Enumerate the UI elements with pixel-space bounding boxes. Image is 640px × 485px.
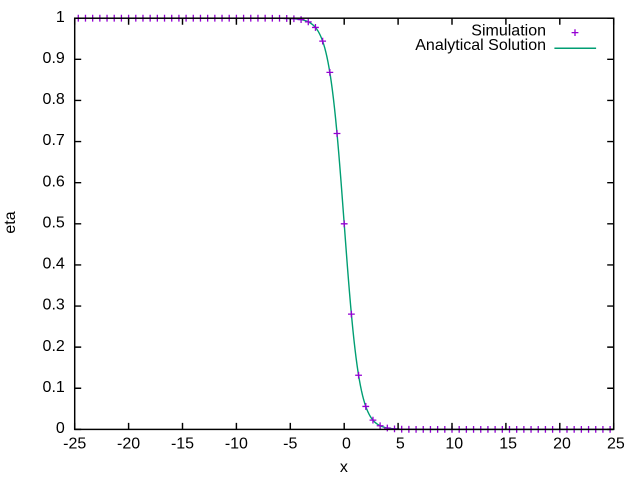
svg-text:-20: -20	[117, 435, 140, 452]
svg-text:-15: -15	[171, 435, 194, 452]
svg-text:0.7: 0.7	[43, 132, 65, 149]
svg-text:0.4: 0.4	[43, 256, 65, 273]
svg-text:0: 0	[56, 420, 65, 437]
svg-text:0.9: 0.9	[43, 50, 65, 67]
svg-text:15: 15	[495, 435, 517, 452]
svg-text:10: 10	[441, 435, 463, 452]
svg-text:-5: -5	[283, 435, 297, 452]
svg-text:0.1: 0.1	[43, 379, 65, 396]
svg-text:0.8: 0.8	[43, 91, 65, 108]
svg-text:1: 1	[56, 9, 65, 26]
svg-text:Simulation: Simulation	[471, 22, 546, 39]
svg-text:0: 0	[338, 435, 351, 452]
svg-text:eta: eta	[2, 211, 19, 233]
svg-text:-25: -25	[63, 435, 86, 452]
svg-text:-10: -10	[225, 435, 248, 452]
svg-text:5: 5	[391, 435, 404, 452]
svg-text:0.3: 0.3	[43, 297, 65, 314]
svg-text:0.5: 0.5	[43, 214, 65, 231]
svg-text:20: 20	[549, 435, 571, 452]
svg-text:0.6: 0.6	[43, 173, 65, 190]
svg-text:0.2: 0.2	[43, 338, 65, 355]
svg-text:x: x	[340, 459, 348, 476]
svg-text:25: 25	[603, 435, 625, 452]
svg-text:Analytical Solution: Analytical Solution	[415, 37, 546, 54]
